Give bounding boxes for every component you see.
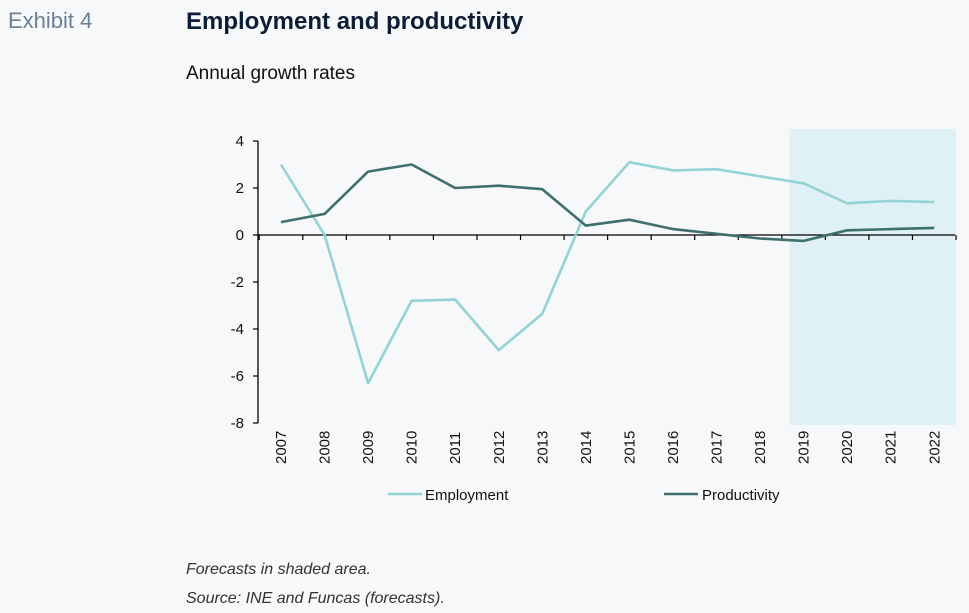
y-tick-label: -6	[231, 368, 244, 385]
y-tick-label: -2	[231, 274, 244, 291]
x-tick-label: 2020	[839, 431, 856, 464]
x-tick-label: 2007	[273, 431, 290, 464]
x-tick-label: 2021	[883, 431, 900, 464]
y-tick-label: 2	[236, 180, 244, 197]
forecast-shaded-area	[790, 129, 956, 425]
x-tick-label: 2017	[709, 431, 726, 464]
x-tick-label: 2016	[665, 431, 682, 464]
legend-label-productivity: Productivity	[702, 487, 780, 504]
chart-notes: Forecasts in shaded area. Source: INE an…	[186, 555, 445, 613]
x-tick-label: 2010	[404, 431, 421, 464]
legend: Employment Productivity	[388, 487, 780, 504]
x-tick-label: 2012	[491, 431, 508, 464]
y-tick-label: -4	[231, 321, 244, 338]
x-tick-label: 2022	[926, 431, 943, 464]
x-tick-label: 2011	[447, 432, 464, 464]
legend-label-employment: Employment	[425, 487, 509, 504]
y-tick-label: 0	[236, 227, 244, 244]
forecast-note: Forecasts in shaded area.	[186, 555, 445, 584]
x-tick-label: 2009	[360, 431, 377, 464]
y-tick-labels: 4 2 0 -2 -4 -6 -8	[231, 133, 244, 432]
y-tick-label: 4	[236, 133, 244, 150]
x-tick-label: 2008	[317, 431, 334, 464]
x-tick-label: 2018	[752, 431, 769, 464]
x-tick-labels: 2007 2008 2009 2010 2011 2012 2013 2014 2015 2016…	[273, 431, 943, 464]
x-tick-label: 2015	[621, 431, 638, 464]
x-tick-label: 2019	[796, 431, 813, 464]
x-tick-label: 2013	[534, 431, 551, 464]
source-note: Source: INE and Funcas (forecasts).	[186, 584, 445, 613]
x-tick-label: 2014	[578, 431, 595, 464]
y-tick-label: -8	[231, 415, 244, 432]
